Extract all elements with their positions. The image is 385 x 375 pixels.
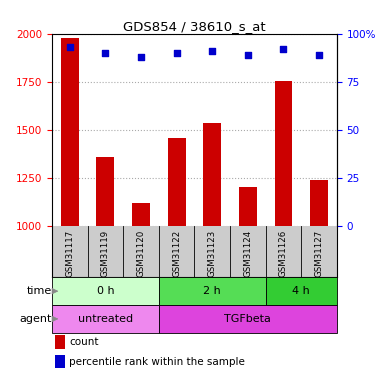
Point bbox=[67, 44, 73, 50]
Text: GSM31123: GSM31123 bbox=[208, 230, 217, 278]
Bar bbox=[159, 305, 337, 333]
Text: GSM31122: GSM31122 bbox=[172, 230, 181, 278]
Title: GDS854 / 38610_s_at: GDS854 / 38610_s_at bbox=[123, 20, 266, 33]
Text: percentile rank within the sample: percentile rank within the sample bbox=[69, 357, 245, 367]
Text: GSM31117: GSM31117 bbox=[65, 230, 74, 278]
Text: GSM31119: GSM31119 bbox=[101, 230, 110, 277]
Text: 0 h: 0 h bbox=[97, 286, 114, 296]
Text: GSM31126: GSM31126 bbox=[279, 230, 288, 278]
Bar bbox=[239, 187, 257, 226]
Bar bbox=[52, 277, 159, 305]
Text: TGFbeta: TGFbeta bbox=[224, 314, 271, 324]
Point bbox=[316, 52, 322, 58]
Point bbox=[102, 50, 109, 56]
Bar bbox=[61, 38, 79, 226]
Bar bbox=[266, 277, 337, 305]
Text: GSM31127: GSM31127 bbox=[315, 230, 323, 278]
Text: untreated: untreated bbox=[78, 314, 133, 324]
Point bbox=[280, 46, 286, 52]
Bar bbox=[55, 336, 65, 349]
Bar bbox=[55, 355, 65, 368]
Text: 4 h: 4 h bbox=[292, 286, 310, 296]
Point bbox=[209, 48, 215, 54]
Point bbox=[245, 52, 251, 58]
Bar bbox=[275, 81, 292, 226]
Bar bbox=[310, 180, 328, 226]
Bar bbox=[203, 123, 221, 226]
Bar bbox=[52, 305, 159, 333]
Bar bbox=[97, 157, 114, 226]
Text: agent: agent bbox=[20, 314, 52, 324]
Bar bbox=[132, 203, 150, 226]
Text: GSM31120: GSM31120 bbox=[137, 230, 146, 278]
Text: 2 h: 2 h bbox=[203, 286, 221, 296]
Text: time: time bbox=[27, 286, 52, 296]
Bar bbox=[168, 138, 186, 226]
Point bbox=[138, 54, 144, 60]
Text: GSM31124: GSM31124 bbox=[243, 230, 252, 278]
Bar bbox=[159, 277, 266, 305]
Text: count: count bbox=[69, 338, 99, 347]
Point bbox=[174, 50, 180, 56]
